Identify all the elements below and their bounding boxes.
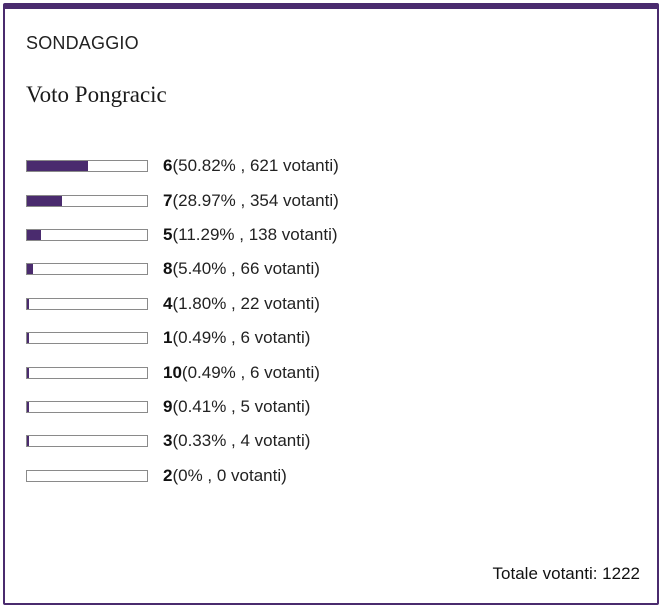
poll-option-bar bbox=[26, 400, 148, 413]
poll-option-value: 6 bbox=[163, 156, 173, 176]
poll-option-bar bbox=[26, 332, 148, 345]
poll-options-list: 6(50.82% , 621 votanti) 7(28.97% , 354 v… bbox=[26, 149, 339, 493]
poll-option-value: 2 bbox=[163, 465, 173, 485]
poll-option-bar bbox=[26, 160, 148, 173]
poll-option-bar bbox=[26, 297, 148, 310]
poll-option-label: 9(0.41% , 5 votanti) bbox=[163, 397, 310, 417]
poll-option-bar bbox=[26, 228, 148, 241]
poll-option-label: 7(28.97% , 354 votanti) bbox=[163, 191, 339, 211]
poll-option-detail: (0.41% , 5 votanti) bbox=[172, 396, 311, 416]
poll-option-bar-fill bbox=[27, 436, 29, 447]
poll-option-label: 3(0.33% , 4 votanti) bbox=[163, 431, 310, 451]
poll-option: 7(28.97% , 354 votanti) bbox=[26, 183, 339, 217]
poll-option-value: 3 bbox=[163, 431, 173, 451]
poll-question: Voto Pongracic bbox=[26, 82, 167, 107]
poll-heading: SONDAGGIO bbox=[26, 33, 139, 53]
poll-option-bar bbox=[26, 263, 148, 276]
poll-option: 2(0% , 0 votanti) bbox=[26, 459, 339, 493]
poll-option: 6(50.82% , 621 votanti) bbox=[26, 149, 339, 183]
poll-option-bar-fill bbox=[27, 195, 62, 206]
poll-option-bar-fill bbox=[27, 367, 29, 378]
poll-option: 10(0.49% , 6 votanti) bbox=[26, 355, 339, 389]
poll-option-label: 2(0% , 0 votanti) bbox=[163, 466, 287, 486]
poll-option: 3(0.33% , 4 votanti) bbox=[26, 424, 339, 458]
poll-option-detail: (0% , 0 votanti) bbox=[172, 465, 287, 485]
poll-option-bar bbox=[26, 194, 148, 207]
poll-option-bar bbox=[26, 366, 148, 379]
poll-option-label: 6(50.82% , 621 votanti) bbox=[163, 156, 339, 176]
poll-option-label: 10(0.49% , 6 votanti) bbox=[163, 363, 320, 383]
poll-option-detail: (0.49% , 6 votanti) bbox=[181, 362, 320, 382]
poll-option-detail: (1.80% , 22 votanti) bbox=[172, 293, 320, 313]
poll-option-value: 10 bbox=[163, 362, 182, 382]
poll-option-bar-fill bbox=[27, 229, 41, 240]
poll-option: 8(5.40% , 66 votanti) bbox=[26, 252, 339, 286]
poll-card: SONDAGGIO Voto Pongracic 6(50.82% , 621 … bbox=[3, 3, 659, 605]
poll-option-detail: (0.49% , 6 votanti) bbox=[172, 328, 311, 348]
poll-option-value: 7 bbox=[163, 190, 173, 210]
poll-option-bar-fill bbox=[27, 401, 29, 412]
poll-option-bar bbox=[26, 469, 148, 482]
poll-option-detail: (0.33% , 4 votanti) bbox=[172, 431, 311, 451]
poll-option: 4(1.80% , 22 votanti) bbox=[26, 287, 339, 321]
poll-option-label: 4(1.80% , 22 votanti) bbox=[163, 294, 320, 314]
poll-option-label: 8(5.40% , 66 votanti) bbox=[163, 259, 320, 279]
poll-option-detail: (11.29% , 138 votanti) bbox=[172, 224, 338, 244]
total-voters: Totale votanti: 1222 bbox=[492, 564, 640, 583]
poll-option-detail: (50.82% , 621 votanti) bbox=[172, 156, 339, 176]
poll-option: 5(11.29% , 138 votanti) bbox=[26, 218, 339, 252]
poll-option-value: 1 bbox=[163, 328, 173, 348]
poll-option-label: 1(0.49% , 6 votanti) bbox=[163, 328, 310, 348]
poll-option-value: 9 bbox=[163, 396, 173, 416]
poll-option-bar-fill bbox=[27, 161, 88, 172]
poll-option-value: 8 bbox=[163, 259, 173, 279]
poll-option-detail: (5.40% , 66 votanti) bbox=[172, 259, 320, 279]
poll-option-bar-fill bbox=[27, 298, 30, 309]
poll-option-value: 5 bbox=[163, 224, 173, 244]
poll-option-bar-fill bbox=[27, 333, 29, 344]
poll-option-label: 5(11.29% , 138 votanti) bbox=[163, 225, 338, 245]
poll-option: 9(0.41% , 5 votanti) bbox=[26, 390, 339, 424]
poll-option-value: 4 bbox=[163, 293, 173, 313]
poll-option-bar-fill bbox=[27, 264, 34, 275]
poll-option-bar bbox=[26, 435, 148, 448]
poll-option-detail: (28.97% , 354 votanti) bbox=[172, 190, 339, 210]
poll-option: 1(0.49% , 6 votanti) bbox=[26, 321, 339, 355]
